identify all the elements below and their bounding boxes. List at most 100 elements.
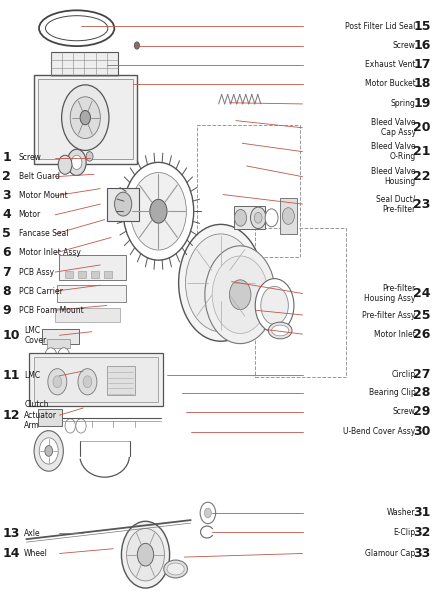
Circle shape [254, 213, 262, 223]
Text: 31: 31 [414, 506, 431, 519]
Circle shape [53, 376, 61, 388]
Text: Screw: Screw [393, 407, 416, 416]
Circle shape [137, 543, 154, 566]
Circle shape [80, 110, 90, 125]
Text: 12: 12 [2, 409, 20, 422]
Circle shape [76, 419, 86, 433]
Text: 14: 14 [2, 547, 20, 560]
Text: Bleed Valve
Cap Assy: Bleed Valve Cap Assy [371, 118, 416, 138]
Text: LMC: LMC [24, 371, 40, 380]
Circle shape [48, 368, 67, 395]
Text: 15: 15 [413, 20, 431, 33]
Circle shape [205, 246, 275, 344]
Text: Post Filter Lid Seal: Post Filter Lid Seal [346, 22, 416, 31]
Circle shape [67, 149, 86, 176]
Text: Screw: Screw [19, 153, 42, 162]
Bar [42, 329, 79, 344]
Bar [57, 285, 126, 302]
Text: Wheel: Wheel [24, 549, 48, 558]
Circle shape [121, 521, 170, 588]
Circle shape [61, 85, 109, 150]
Text: 5: 5 [2, 228, 11, 240]
Circle shape [204, 508, 211, 518]
Text: 21: 21 [413, 145, 431, 158]
Bar [47, 340, 70, 349]
Circle shape [45, 348, 57, 364]
Text: Circlip: Circlip [391, 370, 416, 379]
Text: Seal Duct/
Pre-filter: Seal Duct/ Pre-filter [376, 195, 416, 214]
Circle shape [78, 368, 97, 395]
Text: Bearing Clip: Bearing Clip [369, 388, 416, 397]
Text: Motor Mount: Motor Mount [19, 191, 68, 200]
Circle shape [209, 266, 233, 300]
Text: Washer: Washer [387, 509, 416, 518]
Text: 25: 25 [413, 308, 431, 322]
Circle shape [123, 162, 194, 260]
Text: 11: 11 [2, 370, 20, 382]
Text: 16: 16 [414, 39, 431, 52]
Text: 23: 23 [414, 198, 431, 211]
Text: Spring: Spring [391, 99, 416, 108]
Text: 13: 13 [2, 527, 19, 540]
Ellipse shape [164, 560, 187, 578]
Text: PCB Carrier: PCB Carrier [19, 287, 62, 296]
Bar [255, 228, 346, 377]
Text: 6: 6 [2, 247, 11, 259]
Bar [104, 271, 112, 278]
Text: 2: 2 [2, 170, 11, 183]
Text: 19: 19 [414, 98, 431, 110]
Circle shape [45, 446, 52, 456]
Text: 20: 20 [413, 121, 431, 134]
Text: 17: 17 [413, 58, 431, 71]
Circle shape [70, 97, 100, 138]
Circle shape [126, 528, 165, 581]
Circle shape [34, 431, 63, 471]
Bar [91, 271, 99, 278]
Text: 4: 4 [2, 208, 11, 222]
Circle shape [58, 155, 72, 174]
Text: Belt Guard: Belt Guard [19, 172, 60, 181]
Bar [197, 125, 301, 256]
Ellipse shape [271, 325, 289, 336]
Bar [34, 357, 158, 402]
Circle shape [185, 234, 256, 332]
Text: 10: 10 [2, 329, 20, 342]
Bar [65, 271, 73, 278]
Circle shape [71, 155, 82, 170]
Circle shape [83, 376, 92, 388]
Circle shape [282, 208, 294, 225]
Circle shape [130, 173, 186, 250]
Text: Clutch
Actuator
Arm: Clutch Actuator Arm [24, 400, 57, 430]
Text: 7: 7 [2, 265, 11, 279]
Text: PCB Assy: PCB Assy [19, 268, 54, 277]
Text: Bleed Valve
Housing: Bleed Valve Housing [371, 167, 416, 186]
Text: PCB Foam Mount: PCB Foam Mount [19, 305, 83, 314]
Bar [29, 353, 163, 406]
Text: Motor: Motor [19, 210, 41, 219]
Circle shape [235, 210, 247, 226]
Text: Fancase Seal: Fancase Seal [19, 229, 68, 238]
Text: U-Bend Cover Assy: U-Bend Cover Assy [343, 427, 416, 436]
Text: 3: 3 [2, 189, 11, 202]
Ellipse shape [268, 322, 292, 339]
Circle shape [150, 199, 167, 223]
Text: 26: 26 [414, 328, 431, 341]
Circle shape [212, 256, 268, 334]
Text: Bleed Valve
O-Ring: Bleed Valve O-Ring [371, 142, 416, 161]
Ellipse shape [45, 16, 108, 41]
Circle shape [265, 209, 278, 227]
Circle shape [255, 279, 294, 332]
Text: 24: 24 [413, 287, 431, 300]
Bar [51, 52, 117, 76]
Text: 29: 29 [414, 405, 431, 418]
Text: 18: 18 [414, 77, 431, 90]
Text: Axle: Axle [24, 529, 41, 538]
Bar [38, 79, 132, 159]
Text: Pre-filter
Housing Assy: Pre-filter Housing Assy [364, 284, 416, 303]
Circle shape [179, 225, 263, 341]
Text: Exhaust Vent: Exhaust Vent [365, 60, 416, 69]
Circle shape [86, 152, 93, 161]
Circle shape [261, 286, 288, 325]
Circle shape [65, 419, 75, 433]
Text: Screw: Screw [393, 41, 416, 50]
